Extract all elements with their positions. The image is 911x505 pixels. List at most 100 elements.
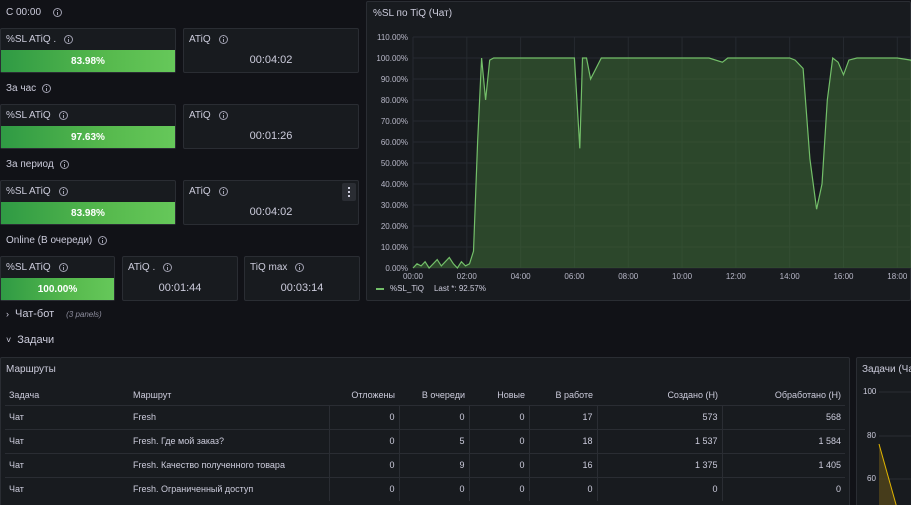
row-tasks-expanded[interactable]: ˅ Задачи	[6, 334, 54, 346]
stat-value: 00:01:44	[158, 282, 202, 294]
x-tick-label: 16:00	[833, 272, 854, 281]
table-cell: 0	[468, 428, 529, 453]
stat-value: 00:03:14	[280, 282, 324, 294]
panel-count: (3 panels)	[66, 309, 102, 319]
table-cell: 568	[721, 404, 845, 429]
table-cell: 1 537	[596, 428, 722, 453]
table-cell: Чат	[5, 428, 129, 453]
chart-legend[interactable]: %SL_TiQ Last *: 92.57%	[376, 284, 486, 293]
panel-menu-button[interactable]	[342, 183, 356, 201]
routes-table-panel[interactable]: Маршруты Задача Маршрут Отложены В очере…	[0, 357, 850, 505]
y-tick-label: 70.00%	[381, 117, 408, 126]
info-icon[interactable]	[295, 263, 305, 272]
column-header[interactable]: Обработано (Н)	[774, 389, 841, 400]
stat-panel-sl-atiq-online[interactable]: %SL ATiQ 100.00%	[0, 256, 115, 301]
row-header-last-hour[interactable]: За час	[6, 83, 52, 94]
info-icon[interactable]	[64, 35, 74, 44]
stat-panel-sl-atiq-last-hour[interactable]: %SL ATiQ 97.63%	[0, 104, 176, 149]
column-header[interactable]: Маршрут	[133, 389, 172, 400]
stat-value-bar: 97.63%	[1, 126, 175, 148]
y-tick-label: 50.00%	[381, 159, 408, 168]
sl-tiq-chart[interactable]: 0.00% 10.00% 20.00% 30.00% 40.00% 50.00% 60.00…	[367, 2, 911, 302]
legend-series-name: %SL_TiQ	[390, 284, 424, 293]
x-tick-label: 06:00	[564, 272, 585, 281]
table-cell: 573	[596, 404, 722, 429]
panel-header: ATiQ	[189, 110, 228, 121]
info-icon[interactable]	[218, 35, 228, 44]
x-tick-label: 18:00	[887, 272, 908, 281]
table-cell: 17	[528, 404, 597, 429]
info-icon[interactable]	[218, 187, 228, 196]
panel-title: %SL ATiQ	[6, 262, 51, 273]
tasks-chart-fragment	[878, 391, 911, 505]
info-icon[interactable]	[58, 263, 68, 272]
table-cell: 16	[528, 452, 597, 477]
chart-panel-sl-tiq[interactable]: %SL по TiQ (Чат) 0.00% 10.00% 20.00% 30.00%…	[366, 1, 911, 301]
panel-header: ATiQ .	[128, 262, 173, 273]
panel-header: ATiQ	[189, 34, 228, 45]
column-header[interactable]: Новые	[497, 389, 525, 400]
table-cell: 0	[328, 452, 399, 477]
section-title: Чат-бот	[15, 308, 55, 320]
stat-value: 00:04:02	[249, 54, 293, 66]
table-cell: 0	[528, 476, 597, 501]
panel-title: Задачи (Ча	[862, 364, 911, 375]
table-cell: 0	[468, 452, 529, 477]
column-header[interactable]: Отложены	[351, 389, 395, 400]
stat-panel-sl-atiq-since-midnight[interactable]: %SL ATiQ . 83.98%	[0, 28, 176, 73]
info-icon[interactable]	[98, 236, 108, 245]
table-cell: Fresh. Качество полученного товара	[129, 452, 329, 477]
table-cell: Чат	[5, 476, 129, 501]
table-row: Чат Fresh. Качество полученного товара 0…	[5, 452, 845, 477]
row-chatbot-collapsed[interactable]: › Чат-бот (3 panels)	[6, 308, 102, 320]
stat-panel-atiq-online[interactable]: ATiQ . 00:01:44	[122, 256, 238, 301]
table-cell: 0	[398, 404, 469, 429]
y-tick-label: 100	[863, 387, 877, 396]
table-cell: 5	[398, 428, 469, 453]
row-title: Online (В очереди)	[6, 235, 93, 246]
table-cell: Fresh	[129, 404, 329, 429]
column-header[interactable]: Задача	[9, 389, 40, 400]
row-header-since-midnight[interactable]: С 00:00	[6, 7, 63, 18]
column-header[interactable]: Создано (Н)	[667, 389, 718, 400]
table-cell: Чат	[5, 452, 129, 477]
legend-swatch	[376, 287, 384, 290]
info-icon[interactable]	[59, 160, 69, 169]
stat-panel-atiq-period[interactable]: ATiQ 00:04:02	[183, 180, 359, 225]
info-icon[interactable]	[58, 111, 68, 120]
column-header[interactable]: В работе	[555, 389, 593, 400]
tasks-chart-panel[interactable]: Задачи (Ча 100 80 60	[856, 357, 911, 505]
stat-panel-sl-atiq-period[interactable]: %SL ATiQ 83.98%	[0, 180, 176, 225]
table-cell: 0	[596, 476, 722, 501]
panel-header: %SL ATiQ	[6, 262, 68, 273]
routes-table-wrapper: Задача Маршрут Отложены В очереди Новые …	[5, 385, 845, 501]
y-tick-label: 0.00%	[385, 264, 408, 273]
y-tick-label: 110.00%	[377, 33, 408, 42]
row-header-online[interactable]: Online (В очереди)	[6, 235, 108, 246]
info-icon[interactable]	[58, 187, 68, 196]
column-header[interactable]: В очереди	[421, 389, 465, 400]
stat-panel-atiq-last-hour[interactable]: ATiQ 00:01:26	[183, 104, 359, 149]
info-icon[interactable]	[53, 8, 63, 17]
routes-table: Задача Маршрут Отложены В очереди Новые …	[5, 385, 845, 501]
y-tick-label: 80	[867, 431, 876, 440]
row-title: С 00:00	[6, 7, 42, 18]
section-title: Задачи	[17, 334, 55, 346]
row-header-period[interactable]: За период	[6, 159, 69, 170]
x-tick-label: 12:00	[726, 272, 747, 281]
x-tick-label: 14:00	[780, 272, 801, 281]
stat-panel-tiq-max-online[interactable]: TiQ max 00:03:14	[244, 256, 360, 301]
row-title: За период	[6, 159, 54, 170]
table-cell: Fresh. Где мой заказ?	[129, 428, 329, 453]
y-tick-label: 20.00%	[381, 222, 408, 231]
table-cell: 1 375	[596, 452, 722, 477]
table-cell: Fresh. Ограниченный доступ	[129, 476, 329, 501]
panel-title: %SL ATiQ .	[6, 34, 57, 45]
stat-panel-atiq-since-midnight[interactable]: ATiQ 00:04:02	[183, 28, 359, 73]
legend-last-value: Last *: 92.57%	[433, 284, 486, 293]
info-icon[interactable]	[218, 111, 228, 120]
info-icon[interactable]	[42, 84, 52, 93]
table-cell: 0	[468, 476, 529, 501]
table-cell: 0	[328, 476, 399, 501]
info-icon[interactable]	[163, 263, 173, 272]
